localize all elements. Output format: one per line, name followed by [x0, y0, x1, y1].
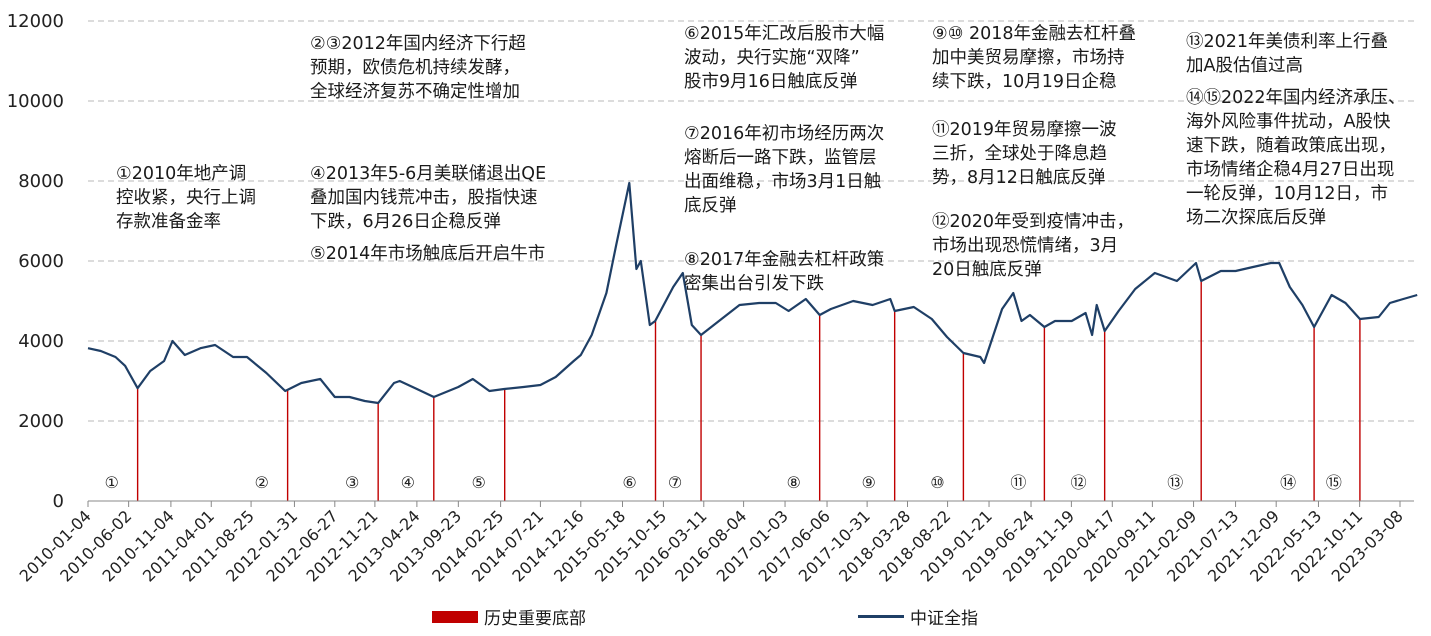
- legend-bar-swatch: [432, 610, 478, 623]
- annotation-11: ⑬2021年美债利率上行叠 加A股估值过高: [1186, 32, 1389, 76]
- annotation-6: ⑦2016年初市场经历两次 熔断后一路下跌，监管层 出面维稳，市场3月1日触 底…: [684, 124, 885, 216]
- annotation-1: ①2010年地产调 控收紧，央行上调 存款准备金率: [116, 164, 256, 232]
- bottom-marker-label: ⑥: [622, 473, 636, 492]
- bottom-marker-label: ⑨: [861, 473, 875, 492]
- annotation-4: ⑤2014年市场触底后开启牛市: [310, 244, 546, 264]
- y-tick-label: 0: [53, 491, 64, 512]
- x-axis: 2010-01-042010-06-022010-11-042011-04-01…: [16, 500, 1414, 586]
- annotation-10: ⑫2020年受到疫情冲击， 市场出现恐慌情绪，3月 20日触底反弹: [932, 212, 1135, 280]
- legend-bottoms-label: 历史重要底部: [484, 609, 586, 629]
- annotation-12: ⑭⑮2022年国内经济承压、 海外风险事件扰动，A股快 速下跌，随着政策底出现，…: [1186, 88, 1406, 228]
- annotation-5: ⑥2015年汇改后股市大幅 波动，央行实施“双降” 股市9月16日触底反弹: [684, 24, 885, 92]
- annotation-7: ⑧2017年金融去杠杆政策 密集出台引发下跌: [684, 250, 885, 294]
- series-line-中证全指: [87, 181, 1418, 405]
- annotation-3: ④2013年5-6月美联储退出QE 叠加国内钱荒冲击，股指快速 下跌，6月26日…: [310, 164, 547, 232]
- series-layer: [87, 181, 1418, 405]
- bottom-marker-label: ⑫: [1071, 473, 1087, 492]
- gridlines: [88, 20, 1414, 422]
- annotation-9: ⑪2019年贸易摩擦一波 三折，全球处于降息趋 势，8月12日触底反弹: [932, 120, 1117, 188]
- bottom-marker-label: ②: [254, 473, 268, 492]
- annotation-2: ②③2012年国内经济下行超 预期，欧债危机持续发酵， 全球经济复苏不确定性增加: [310, 34, 526, 102]
- bottom-marker-label: ⑭: [1280, 473, 1296, 492]
- y-tick-label: 6000: [18, 251, 64, 272]
- bottom-marker-label: ⑤: [472, 473, 486, 492]
- legend-index-label: 中证全指: [910, 609, 978, 629]
- bottom-marker-label: ④: [401, 473, 415, 492]
- y-axis: 0 2000 4000 6000 8000 10000 12000: [7, 11, 64, 512]
- bottom-marker-label: ⑩: [930, 473, 944, 492]
- bottom-marker-label: ⑪: [1010, 473, 1026, 492]
- bottom-marker-label: ⑦: [668, 473, 682, 492]
- y-tick-label: 2000: [18, 411, 64, 432]
- legend-index: 中证全指: [858, 604, 978, 629]
- y-tick-label: 10000: [7, 91, 64, 112]
- bottom-marker-label: ⑮: [1326, 473, 1342, 492]
- bottom-marker-label: ⑧: [787, 473, 801, 492]
- bottom-markers: ① ② ③ ④ ⑤ ⑥ ⑦ ⑧ ⑨ ⑩ ⑪ ⑫ ⑬ ⑭ ⑮: [104, 281, 1361, 501]
- y-tick-label: 8000: [18, 171, 64, 192]
- legend-bottoms: 历史重要底部: [432, 604, 586, 629]
- bottom-marker-label: ③: [345, 473, 359, 492]
- legend-line-swatch: [858, 615, 904, 618]
- bottom-marker-label: ①: [104, 473, 118, 492]
- annotation-8: ⑨⑩ 2018年金融去杠杆叠 加中美贸易摩擦，市场持 续下跌，10月19日企稳: [932, 24, 1136, 92]
- y-tick-label: 4000: [18, 331, 64, 352]
- bottom-marker-label: ⑬: [1167, 473, 1183, 492]
- y-tick-label: 12000: [7, 11, 64, 32]
